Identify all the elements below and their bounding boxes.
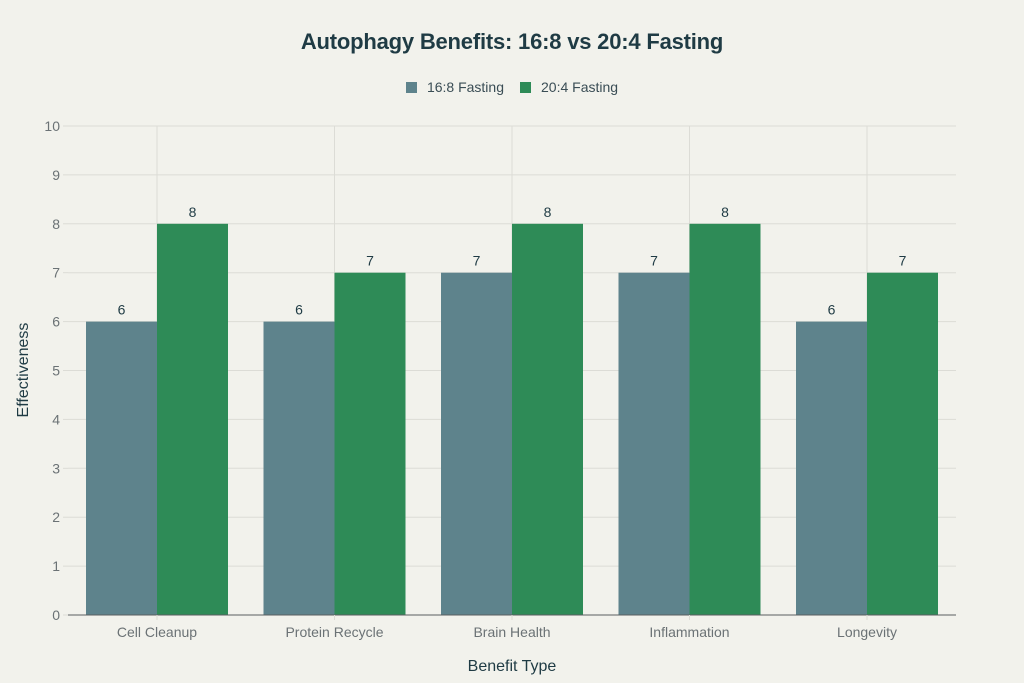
legend-swatch-series-0 xyxy=(405,81,417,93)
legend-label-series-1: 20:4 Fasting xyxy=(541,79,619,95)
legend-item-series-1[interactable]: 20:4 Fasting xyxy=(520,79,618,95)
y-tick-label: 2 xyxy=(52,509,60,525)
bars xyxy=(86,223,938,616)
bar-20-4 xyxy=(512,223,583,616)
bar-value-label: 8 xyxy=(544,204,552,220)
bar-20-4 xyxy=(334,272,406,615)
y-tick-label: 0 xyxy=(52,607,60,623)
y-tick-label: 1 xyxy=(52,558,60,574)
bar-20-4 xyxy=(867,272,938,615)
bar-value-label: 6 xyxy=(118,302,126,318)
axes: 0 1 2 3 4 5 6 7 8 9 10 Cell Cleanup Protein Recycle B… xyxy=(44,118,956,640)
bar-value-label: 6 xyxy=(828,302,836,318)
legend-swatch-series-1 xyxy=(520,81,531,93)
x-tick-label: Cell Cleanup xyxy=(117,624,197,640)
bar-16-8 xyxy=(618,272,690,615)
bar-value-label: 6 xyxy=(295,302,303,318)
y-tick-label: 4 xyxy=(52,411,60,427)
bar-value-label: 7 xyxy=(473,253,481,269)
y-tick-label: 8 xyxy=(52,216,60,232)
legend-label-series-0: 16:8 Fasting xyxy=(426,79,504,95)
bar-value-label: 7 xyxy=(899,253,907,269)
x-tick-label: Brain Health xyxy=(473,624,550,640)
bar-20-4 xyxy=(157,223,228,616)
y-tick-label: 7 xyxy=(52,265,60,281)
y-axis-title: Effectiveness xyxy=(15,323,32,418)
bar-16-8 xyxy=(441,272,512,615)
y-tick-label: 3 xyxy=(52,460,60,476)
chart-title: Autophagy Benefits: 16:8 vs 20:4 Fasting xyxy=(300,29,724,54)
bar-16-8 xyxy=(86,321,157,615)
legend: 16:8 Fasting 20:4 Fasting xyxy=(0,79,1024,95)
x-tick-label: Protein Recycle xyxy=(285,624,383,640)
bar-16-8 xyxy=(263,321,335,615)
x-tick-label: Longevity xyxy=(837,624,897,640)
data-labels: 6 6 7 7 6 8 7 8 8 7 xyxy=(118,204,907,318)
bar-20-4 xyxy=(689,223,761,616)
y-tick-label: 5 xyxy=(52,363,60,379)
bar-value-label: 8 xyxy=(721,204,729,220)
x-tick-label: Inflammation xyxy=(649,624,729,640)
bar-value-label: 7 xyxy=(366,253,374,269)
bar-16-8 xyxy=(796,321,867,615)
y-tick-label: 6 xyxy=(52,314,60,330)
x-axis-title: Benefit Type xyxy=(468,658,557,675)
y-tick-label: 10 xyxy=(44,118,60,134)
bar-value-label: 8 xyxy=(189,204,197,220)
legend-item-series-0[interactable]: 16:8 Fasting xyxy=(405,79,504,95)
bar-value-label: 7 xyxy=(650,253,658,269)
y-tick-label: 9 xyxy=(52,167,60,183)
